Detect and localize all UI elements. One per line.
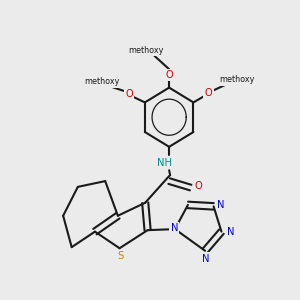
Text: O: O [165, 70, 173, 80]
Text: N: N [202, 254, 209, 264]
Text: methoxy: methoxy [84, 77, 119, 86]
Text: N: N [226, 226, 234, 237]
Text: N: N [170, 223, 178, 233]
Text: O: O [194, 181, 202, 191]
Text: NH: NH [157, 158, 172, 168]
Text: methoxy: methoxy [219, 75, 254, 84]
Text: N: N [218, 200, 225, 210]
Text: S: S [117, 251, 123, 261]
Text: O: O [205, 88, 212, 98]
Text: O: O [125, 89, 133, 99]
Text: methoxy: methoxy [128, 46, 164, 55]
